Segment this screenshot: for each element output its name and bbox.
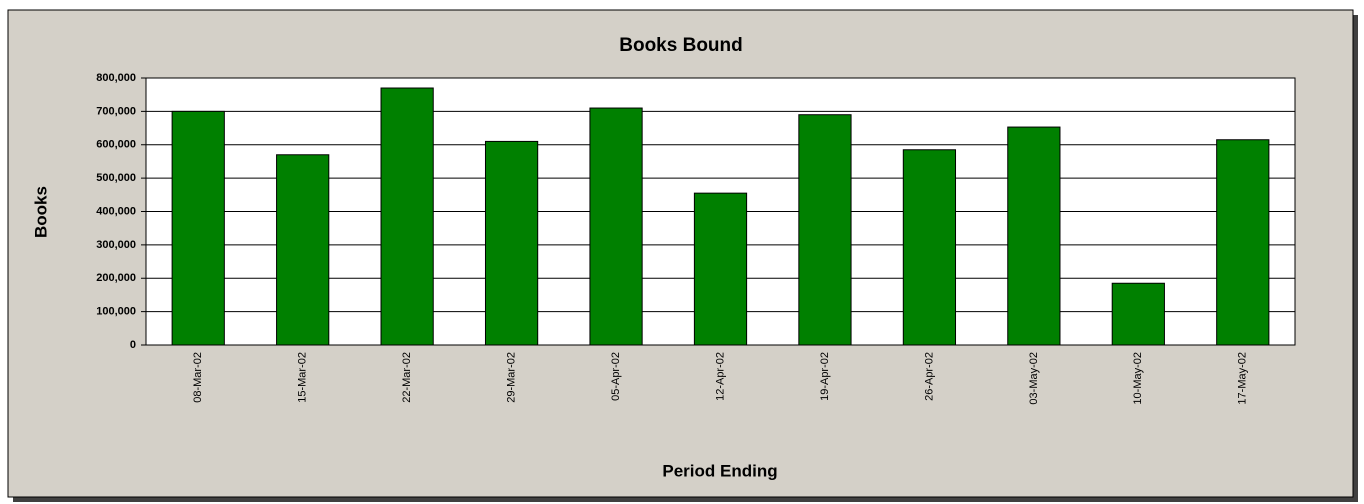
y-tick-label: 700,000	[96, 105, 136, 117]
x-tick-label: 05-Apr-02	[610, 352, 622, 401]
y-tick-label: 0	[130, 339, 136, 351]
y-tick-label: 100,000	[96, 306, 136, 318]
bar	[1216, 139, 1270, 346]
bar	[902, 149, 957, 346]
y-tick-label: 300,000	[96, 239, 136, 251]
y-axis-label: Books	[31, 186, 50, 238]
chart-title: Books Bound	[619, 35, 743, 56]
y-tick-label: 800,000	[96, 72, 136, 84]
y-tick-label: 500,000	[96, 172, 136, 184]
y-tick-label: 600,000	[96, 139, 136, 151]
plot-border	[145, 77, 1296, 346]
y-tick-label: 400,000	[96, 205, 136, 217]
bar	[693, 192, 748, 346]
x-tick-label: 08-Mar-02	[192, 352, 204, 403]
bar	[1111, 282, 1165, 346]
x-tick-label: 22-Mar-02	[401, 352, 413, 403]
x-tick-label: 17-May-02	[1237, 352, 1249, 405]
x-tick-label: 19-Apr-02	[819, 352, 831, 401]
bar	[484, 140, 539, 346]
x-tick-label: 26-Apr-02	[923, 352, 935, 401]
x-tick-label: 10-May-02	[1132, 352, 1144, 405]
bar	[1007, 126, 1061, 346]
x-axis-label: Period Ending	[662, 461, 777, 480]
bar	[380, 87, 434, 346]
bar	[276, 154, 330, 346]
x-tick-label: 29-Mar-02	[505, 352, 517, 403]
x-tick-label: 15-Mar-02	[297, 352, 309, 403]
x-tick-label: 12-Apr-02	[714, 352, 726, 401]
bar	[798, 114, 852, 346]
x-tick-label: 03-May-02	[1028, 352, 1040, 405]
y-tick-label: 200,000	[96, 272, 136, 284]
bar	[171, 110, 225, 346]
bar	[589, 107, 643, 346]
